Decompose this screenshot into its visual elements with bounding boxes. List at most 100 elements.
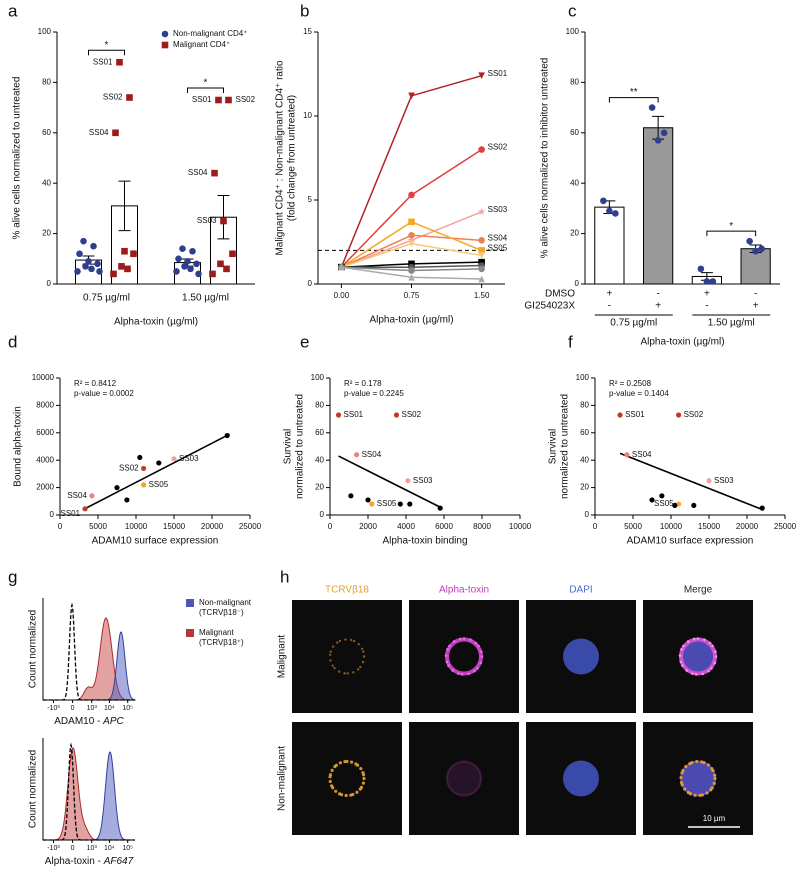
data-point: [193, 260, 200, 268]
stain-dot: [686, 640, 690, 643]
y-tick-label: 40: [580, 455, 589, 464]
data-point: [96, 268, 103, 275]
stain-dot: [338, 761, 342, 765]
stain-dot: [345, 759, 349, 764]
stain-dot: [706, 763, 710, 767]
column-header: Alpha-toxin: [439, 585, 489, 596]
point-label: SS02: [119, 464, 139, 473]
stain-dot: [361, 660, 365, 664]
micrograph: [409, 600, 519, 713]
stain-dot: [683, 787, 687, 791]
data-point: [706, 478, 712, 484]
x-tick-label: 0: [71, 705, 75, 712]
y-tick-label: 40: [42, 178, 51, 187]
y-axis-label: (fold change from untreated): [287, 95, 298, 221]
point-label: SS03: [413, 476, 433, 485]
table-row-label: DMSO: [545, 289, 575, 300]
stain-dot: [358, 787, 362, 791]
stain-disc: [563, 638, 599, 675]
data-point: [408, 191, 415, 199]
x-tick-label: 0.75 µg/ml: [610, 318, 657, 329]
stain-dot: [448, 644, 451, 648]
stain-dot: [451, 669, 455, 672]
density-curve: [43, 747, 135, 841]
stain-dot: [446, 647, 449, 651]
stain-dot: [713, 661, 717, 665]
data-point: [220, 217, 227, 225]
x-tick-label: 20000: [736, 522, 759, 531]
stain-dot: [701, 672, 704, 676]
point-label: SS02: [236, 95, 256, 104]
series-label: SS03: [488, 205, 508, 214]
micrograph: [292, 722, 402, 835]
legend-label: Non-malignant: [199, 598, 252, 607]
stain-dot: [445, 660, 449, 664]
table-cell: -: [705, 301, 708, 312]
table-cell: +: [704, 289, 710, 300]
series-label: SS04: [488, 233, 508, 242]
y-tick-label: 60: [42, 128, 51, 137]
data-point: [676, 412, 682, 418]
legend-swatch: [186, 599, 194, 607]
point-label: SS04: [67, 491, 87, 500]
stain-dot: [337, 670, 341, 673]
data-point: [408, 92, 415, 100]
y-tick-label: 0: [320, 510, 325, 519]
x-tick-label: 1.50: [474, 291, 490, 300]
stain-dot: [711, 644, 714, 648]
x-tick-label: 0.75: [404, 291, 420, 300]
data-point: [478, 72, 485, 79]
data-point: [121, 247, 128, 255]
stain-dot: [684, 765, 688, 769]
stain-dot: [678, 654, 682, 657]
table-cell: +: [753, 301, 759, 312]
stain-dot: [349, 793, 353, 797]
x-tick-label: 10³: [87, 705, 98, 712]
density-curve: [43, 742, 135, 841]
data-point: [407, 236, 416, 244]
x-tick-label: 2000: [359, 522, 377, 531]
stain-dot: [476, 667, 479, 670]
stain-dot: [709, 788, 713, 792]
data-point: [124, 497, 130, 503]
stain-dot: [693, 793, 697, 797]
x-tick-label: -10³: [47, 705, 60, 712]
stain-dot: [691, 672, 694, 675]
stain-dot: [695, 759, 699, 764]
micrograph: [292, 600, 402, 713]
significance-bracket: [706, 230, 757, 237]
significance-label: *: [204, 78, 208, 89]
y-tick-label: 80: [315, 401, 324, 410]
stain-disc: [680, 760, 716, 797]
x-tick-label: 0: [328, 522, 333, 531]
error-bar: [118, 180, 131, 232]
stain-dot: [359, 766, 363, 771]
data-point: [181, 263, 188, 270]
legend-marker: [161, 41, 169, 49]
x-tick-label: 25000: [774, 522, 797, 531]
stain-dot: [336, 641, 339, 644]
stain-dot: [692, 637, 696, 641]
x-tick-label: 0: [58, 522, 63, 531]
y-tick-label: 10000: [32, 373, 55, 382]
stain-dot: [331, 645, 335, 648]
y-tick-label: 20: [580, 483, 589, 492]
y-tick-label: 0: [585, 510, 590, 519]
data-point: [74, 268, 81, 275]
data-point: [408, 240, 415, 247]
y-axis-label: Count normalized: [28, 610, 39, 688]
data-point: [354, 452, 360, 458]
x-axis-label: Alpha-toxin (µg/ml): [114, 317, 198, 328]
stain-disc: [680, 638, 716, 675]
y-tick-label: 100: [566, 27, 580, 36]
stain-dot: [480, 650, 483, 654]
x-tick-label: 10⁵: [122, 845, 133, 852]
stain-dot: [346, 672, 349, 675]
legend-label: (TCRVβ18⁻): [199, 608, 244, 617]
data-point: [759, 505, 765, 511]
data-point: [112, 129, 119, 137]
data-point: [156, 460, 162, 466]
row-label: Non-malignant: [277, 746, 288, 811]
error-bar: [217, 195, 230, 240]
stain-dot: [679, 776, 683, 780]
